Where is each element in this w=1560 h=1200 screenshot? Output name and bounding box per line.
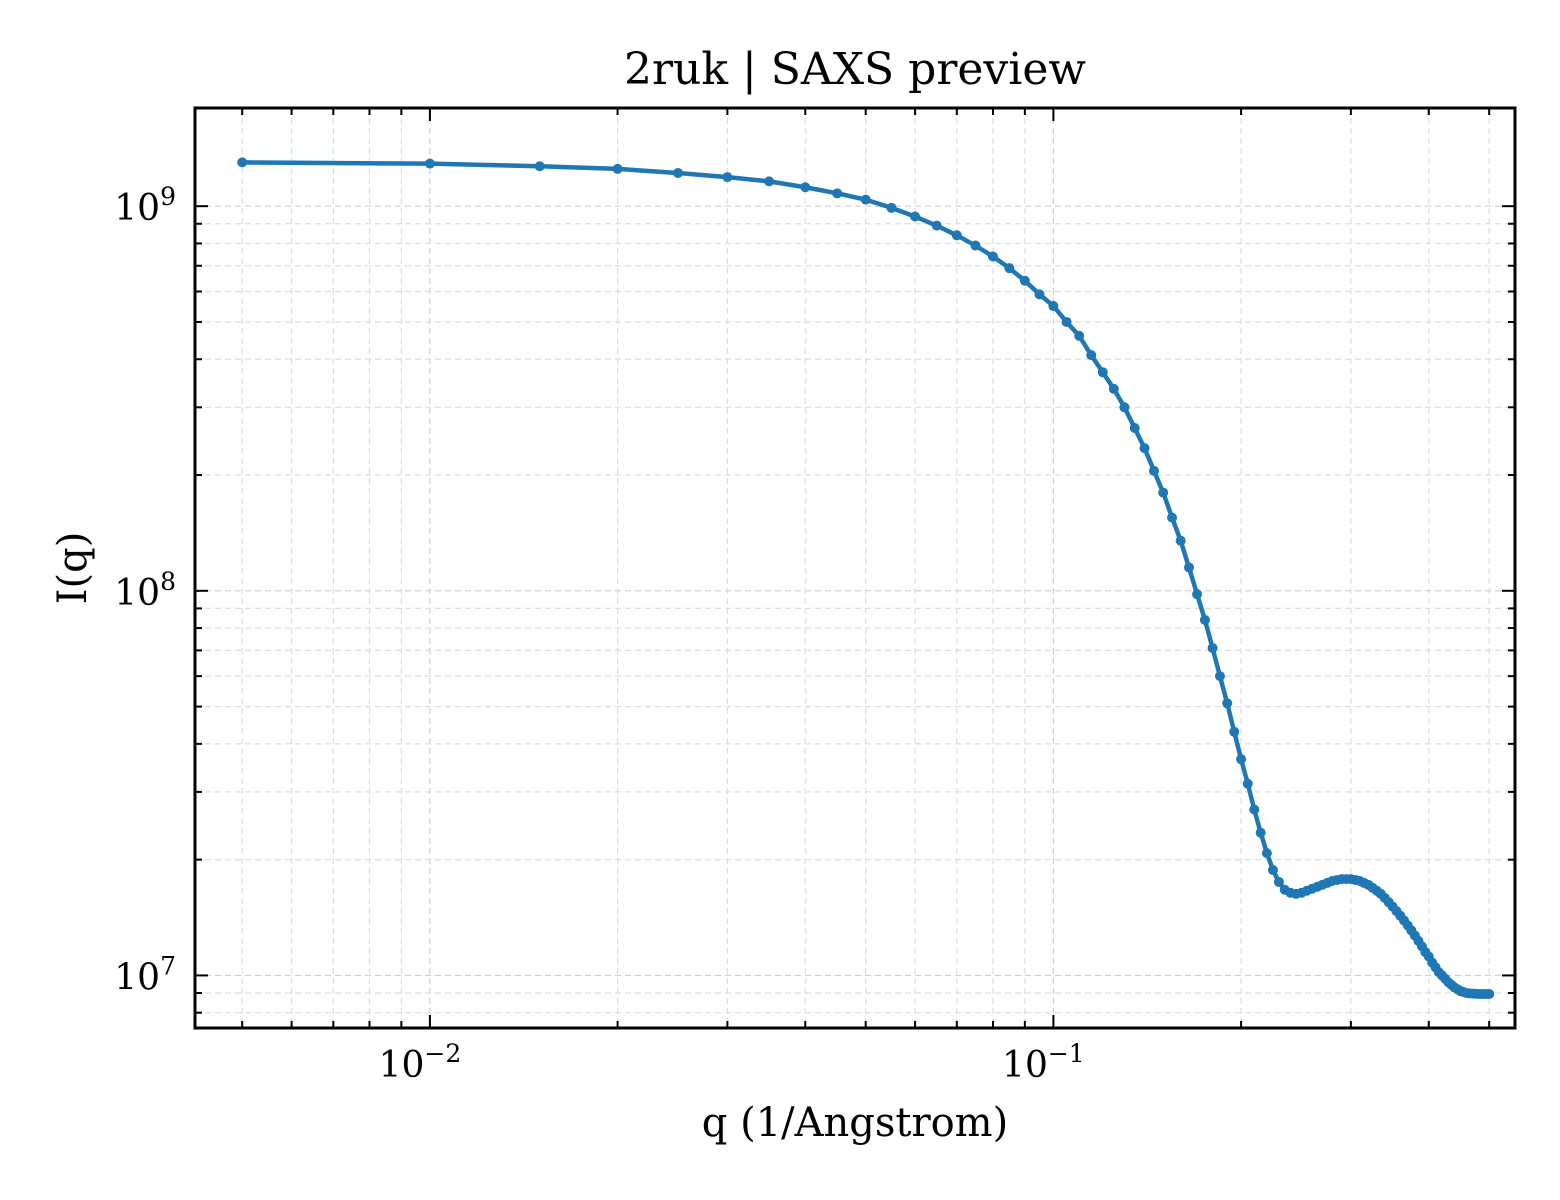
data-point bbox=[860, 194, 871, 205]
data-point bbox=[1199, 614, 1210, 625]
data-point bbox=[951, 230, 962, 241]
data-point bbox=[1214, 671, 1225, 682]
plot-area bbox=[193, 106, 1517, 1030]
data-point bbox=[970, 240, 981, 251]
data-point bbox=[237, 157, 248, 168]
data-point bbox=[1183, 562, 1194, 573]
y-tick-label-base: 10 bbox=[114, 957, 160, 998]
data-point bbox=[1149, 465, 1159, 476]
x-tick-label-base: 10 bbox=[379, 1045, 425, 1086]
chart-title: 2ruk | SAXS preview bbox=[624, 44, 1086, 95]
x-tick-label: 10−1 bbox=[1002, 1039, 1085, 1086]
data-point bbox=[910, 211, 921, 222]
x-tick-label-exponent: −2 bbox=[424, 1039, 461, 1068]
data-point bbox=[764, 176, 775, 187]
y-tick-label-base: 10 bbox=[114, 188, 160, 229]
data-point bbox=[1108, 383, 1119, 394]
data-point bbox=[886, 202, 897, 213]
data-point bbox=[1097, 367, 1108, 378]
data-point bbox=[1119, 402, 1130, 413]
data-point bbox=[1129, 423, 1140, 434]
data-point bbox=[424, 158, 435, 169]
data-series bbox=[237, 157, 1495, 999]
data-point bbox=[1061, 316, 1072, 327]
y-tick-label-exponent: 7 bbox=[160, 951, 176, 980]
data-point bbox=[1207, 643, 1218, 654]
data-point bbox=[1261, 848, 1272, 859]
data-point bbox=[1175, 535, 1186, 546]
data-point bbox=[987, 251, 998, 262]
data-point bbox=[722, 172, 733, 183]
data-point bbox=[1034, 289, 1045, 300]
data-point bbox=[673, 167, 684, 178]
data-point bbox=[1236, 754, 1247, 765]
data-point bbox=[1249, 804, 1260, 815]
data-point bbox=[1158, 487, 1169, 498]
data-point bbox=[1019, 275, 1030, 286]
data-point bbox=[1273, 876, 1284, 887]
data-point bbox=[1074, 330, 1085, 341]
data-point bbox=[1242, 778, 1253, 789]
data-point bbox=[1484, 988, 1495, 999]
data-point bbox=[931, 220, 942, 231]
y-tick-label: 107 bbox=[114, 951, 176, 998]
data-point bbox=[1192, 589, 1203, 600]
y-tick-label-base: 10 bbox=[114, 573, 160, 614]
x-tick-label-exponent: −1 bbox=[1048, 1039, 1085, 1068]
data-point bbox=[534, 161, 545, 172]
y-tick-label: 109 bbox=[114, 182, 176, 229]
x-tick-label: 10−2 bbox=[379, 1039, 462, 1086]
data-point bbox=[1004, 263, 1015, 274]
y-tick-label-exponent: 8 bbox=[160, 567, 176, 596]
data-point bbox=[1048, 301, 1059, 312]
x-tick-label-base: 10 bbox=[1002, 1045, 1048, 1086]
y-tick-label-exponent: 9 bbox=[160, 182, 176, 211]
plot-frame bbox=[193, 106, 1517, 1030]
data-point bbox=[800, 182, 811, 193]
data-point bbox=[1267, 864, 1278, 875]
y-tick-label: 108 bbox=[114, 567, 176, 614]
grid bbox=[195, 108, 1515, 1028]
x-axis-label: q (1/Angstrom) bbox=[702, 1100, 1008, 1146]
y-axis-label: I(q) bbox=[50, 532, 96, 605]
data-point bbox=[1222, 698, 1233, 709]
data-point bbox=[1139, 443, 1150, 454]
data-point bbox=[1167, 512, 1178, 523]
data-point bbox=[612, 163, 623, 174]
data-point bbox=[1255, 827, 1266, 838]
data-point bbox=[832, 188, 843, 199]
data-point bbox=[1229, 726, 1240, 737]
data-point bbox=[1086, 350, 1097, 361]
